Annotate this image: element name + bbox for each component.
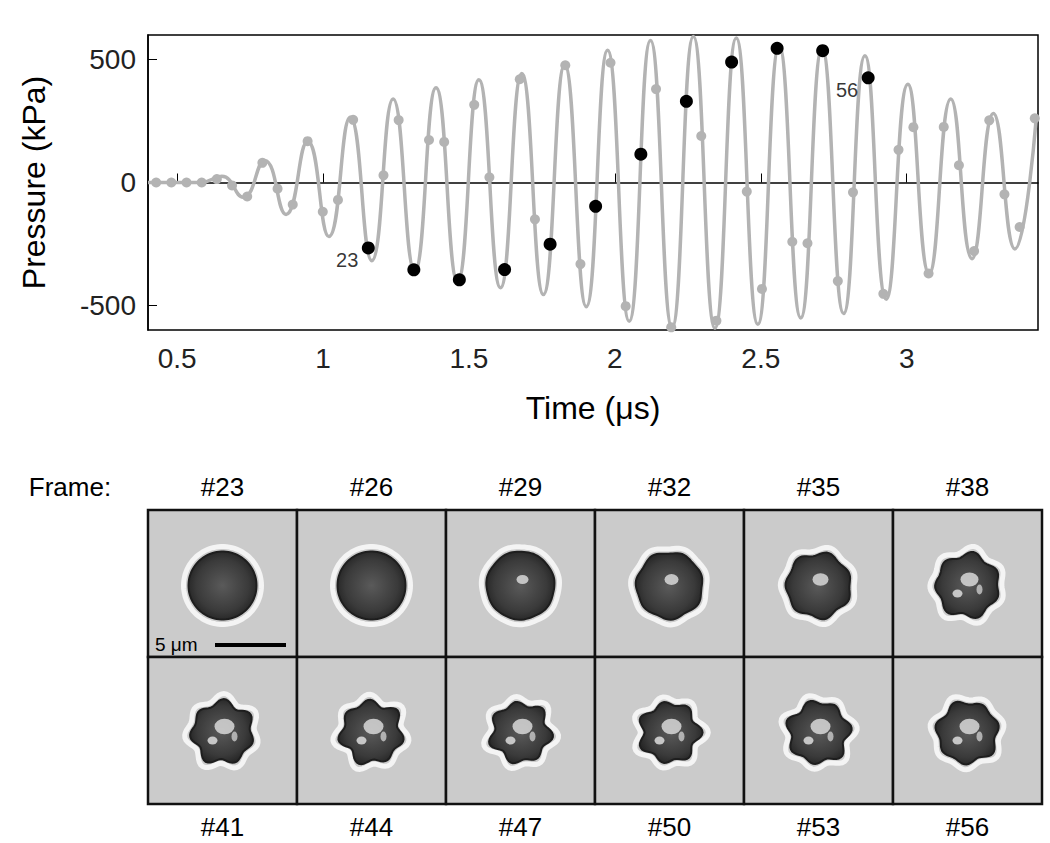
svg-text:Time (μs): Time (μs) (526, 390, 661, 426)
svg-text:-500: -500 (80, 290, 136, 321)
svg-text:#38: #38 (946, 472, 989, 502)
svg-text:#53: #53 (797, 812, 840, 842)
svg-text:Frame:: Frame: (29, 472, 111, 502)
svg-text:0: 0 (120, 167, 136, 198)
svg-text:1: 1 (315, 343, 331, 374)
svg-text:#32: #32 (648, 472, 691, 502)
svg-text:#50: #50 (648, 812, 691, 842)
svg-text:#35: #35 (797, 472, 840, 502)
svg-text:0.5: 0.5 (158, 343, 197, 374)
svg-text:1.5: 1.5 (450, 343, 489, 374)
svg-text:#41: #41 (201, 812, 244, 842)
svg-text:#23: #23 (201, 472, 244, 502)
svg-text:500: 500 (89, 44, 136, 75)
svg-text:#47: #47 (499, 812, 542, 842)
svg-text:#26: #26 (350, 472, 393, 502)
svg-text:2.5: 2.5 (741, 343, 780, 374)
svg-text:Pressure (kPa): Pressure (kPa) (16, 76, 52, 289)
svg-text:3: 3 (899, 343, 915, 374)
svg-text:#56: #56 (946, 812, 989, 842)
svg-text:56: 56 (836, 79, 858, 101)
svg-text:23: 23 (336, 249, 358, 271)
svg-text:2: 2 (607, 343, 623, 374)
svg-text:5 μm: 5 μm (155, 634, 198, 655)
svg-text:#29: #29 (499, 472, 542, 502)
svg-text:#44: #44 (350, 812, 393, 842)
